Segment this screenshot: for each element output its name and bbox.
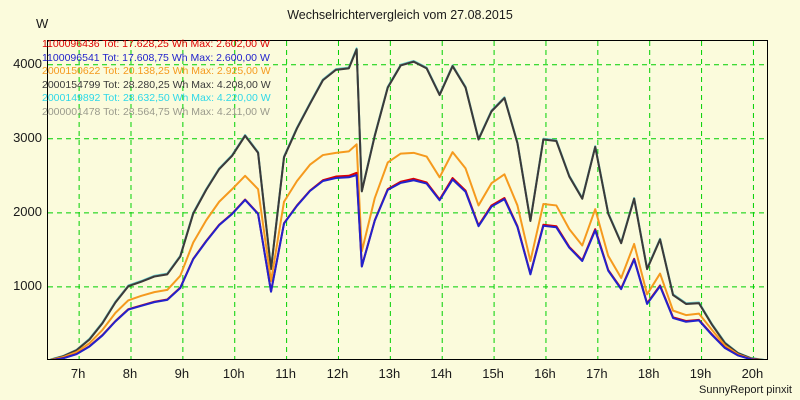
- y-tick-label: 2000: [13, 203, 42, 219]
- chart-canvas: [48, 41, 767, 359]
- series-line-2000001478: [50, 48, 764, 359]
- x-tick-label: 20h: [741, 366, 764, 381]
- series-line-2000149892: [50, 47, 764, 359]
- series-line-2000150622: [50, 143, 762, 359]
- x-tick-label: 11h: [275, 366, 296, 381]
- footer-credit: SunnyReport pinxit: [699, 384, 792, 396]
- series-line-2000154799: [50, 48, 764, 359]
- series-line-1100096436: [52, 171, 760, 359]
- x-tick-label: 19h: [689, 366, 712, 381]
- x-tick-label: 16h: [534, 366, 556, 381]
- x-tick-label: 18h: [637, 366, 660, 381]
- series-line-1100096541: [52, 174, 759, 359]
- x-tick-label: 10h: [222, 366, 245, 381]
- x-tick-label: 8h: [122, 366, 138, 381]
- plot-area: [47, 40, 768, 360]
- data-series-group: [50, 47, 764, 359]
- x-tick-label: 7h: [70, 366, 86, 381]
- page-title: Wechselrichtervergleich vom 27.08.2015: [287, 8, 513, 22]
- y-tick-label: 1000: [13, 277, 42, 293]
- x-tick-label: 14h: [430, 366, 453, 381]
- y-tick-label: 4000: [13, 55, 42, 71]
- x-tick-label: 9h: [174, 366, 190, 381]
- x-tick-label: 15h: [482, 366, 504, 381]
- x-tick-label: 12h: [326, 366, 349, 381]
- gridlines: [48, 41, 767, 359]
- y-tick-label: 3000: [13, 129, 42, 145]
- x-tick-label: 13h: [378, 366, 401, 381]
- y-axis-label: W: [36, 16, 49, 31]
- x-tick-label: 17h: [585, 366, 608, 381]
